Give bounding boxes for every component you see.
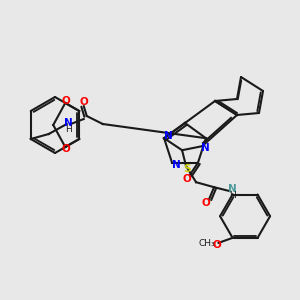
Text: O: O (62, 96, 70, 106)
Text: O: O (202, 198, 211, 208)
Text: O: O (80, 97, 88, 107)
Text: H: H (229, 191, 236, 200)
Text: CH₃: CH₃ (198, 239, 215, 248)
Text: O: O (212, 240, 221, 250)
Text: N: N (201, 143, 209, 153)
Text: H: H (65, 124, 72, 134)
Text: O: O (183, 174, 191, 184)
Text: N: N (228, 184, 236, 194)
Text: N: N (172, 160, 180, 170)
Text: N: N (164, 131, 172, 141)
Text: N: N (64, 118, 73, 128)
Text: O: O (62, 144, 70, 154)
Text: S: S (183, 164, 191, 174)
